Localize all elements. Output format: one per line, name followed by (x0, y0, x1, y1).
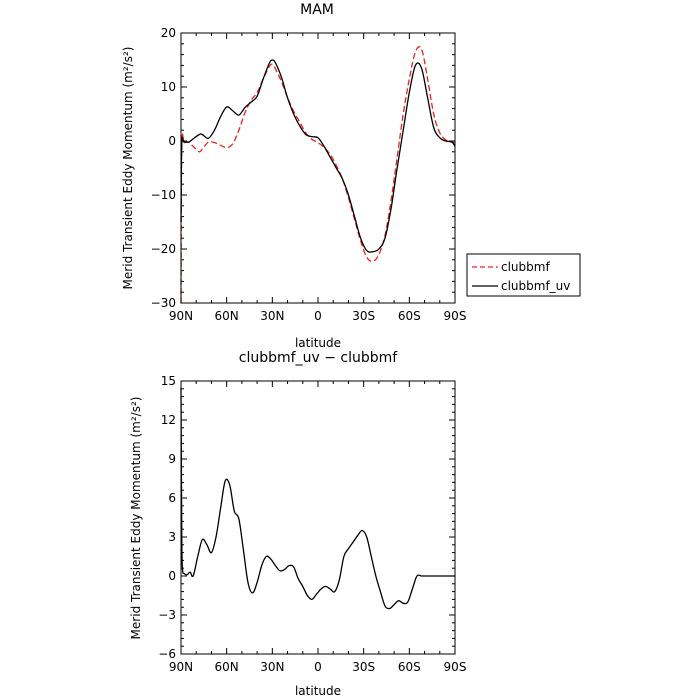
legend: clubbmf clubbmf_uv (466, 253, 581, 297)
top-y-tick-labels: −30 −20 −10 0 10 20 (151, 26, 176, 310)
top-series-lines (180, 46, 456, 304)
top-y-axis-label: Merid Transient Eddy Momentum (m²/s²) (121, 47, 135, 290)
top-series-line-clubbmf (180, 46, 456, 304)
top-plot-frame (180, 32, 456, 304)
top-series-line-clubbmf-uv (180, 59, 456, 253)
top-x-tick-label: 90S (444, 309, 467, 323)
legend-label-clubbmf-uv: clubbmf_uv (501, 279, 570, 293)
chart-title: clubbmf_uv − clubbmf (239, 350, 398, 366)
bottom-x-axis-label: latitude (295, 684, 341, 698)
bottom-x-tick-label: 90N (169, 660, 193, 674)
top-x-tick-label: 30N (260, 309, 284, 323)
bottom-series-lines (180, 387, 455, 610)
legend-box (466, 253, 581, 297)
top-x-tick-label: 60N (215, 309, 239, 323)
top-y-tick-label: −20 (151, 242, 176, 256)
top-y-tick-label: 10 (161, 80, 176, 94)
bottom-axis-ticks (180, 380, 456, 655)
top-x-tick-label: 30S (352, 309, 375, 323)
top-y-tick-label: 20 (161, 26, 176, 40)
bottom-y-tick-label: 0 (168, 569, 176, 583)
bottom-x-tick-label: 60S (398, 660, 421, 674)
bottom-y-tick-label: 3 (168, 530, 176, 544)
top-x-tick-label: 90N (169, 309, 193, 323)
bottom-y-tick-label: 9 (168, 452, 176, 466)
bottom-x-tick-label: 30N (260, 660, 284, 674)
top-x-tick-labels: 90N 60N 30N 0 30S 60S 90S (169, 309, 467, 323)
bottom-y-tick-label: 12 (161, 413, 176, 427)
top-x-tick-label: 60S (398, 309, 421, 323)
bottom-y-tick-label: −3 (158, 608, 176, 622)
top-axis-ticks (180, 32, 456, 304)
legend-label-clubbmf: clubbmf (501, 260, 550, 274)
bottom-x-tick-label: 30S (352, 660, 375, 674)
bottom-x-tick-label: 60N (215, 660, 239, 674)
bottom-series-line-diff (180, 387, 455, 610)
bottom-x-tick-labels: 90N 60N 30N 0 30S 60S 90S (169, 660, 467, 674)
top-x-tick-label: 0 (314, 309, 322, 323)
bottom-y-tick-labels: −6 −3 0 3 6 9 12 15 (158, 374, 176, 661)
bottom-y-tick-label: 6 (168, 491, 176, 505)
bottom-y-axis-label: Merid Transient Eddy Momentum (m²/s²) (129, 397, 143, 640)
top-y-tick-label: 0 (168, 134, 176, 148)
bottom-x-tick-label: 0 (314, 660, 322, 674)
top-y-tick-label: −30 (151, 296, 176, 310)
top-x-axis-label: latitude (295, 336, 341, 350)
chart-title: MAM (300, 2, 334, 18)
mam-panel: MAM 90N 60N 30N 0 30S 60S 90S −30 −20 −10 0 10 20 l… (121, 2, 581, 350)
top-y-tick-label: −10 (151, 188, 176, 202)
difference-panel: clubbmf_uv − clubbmf 90N 60N 30N 0 30S 60S 90S… (129, 350, 466, 698)
bottom-y-tick-label: −6 (158, 647, 176, 661)
bottom-plot-frame (180, 380, 456, 655)
bottom-x-tick-label: 90S (444, 660, 467, 674)
bottom-y-tick-label: 15 (161, 374, 176, 388)
